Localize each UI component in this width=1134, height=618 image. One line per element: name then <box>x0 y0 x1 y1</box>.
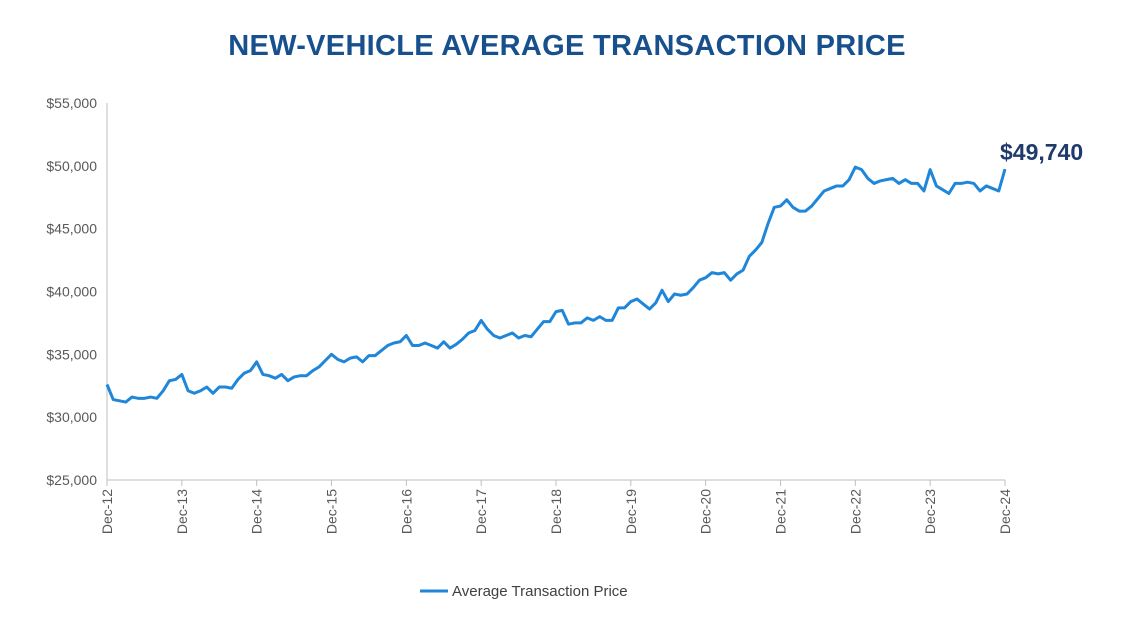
series-layer <box>105 165 1007 404</box>
series-line-average-transaction-price <box>105 165 1007 404</box>
legend: Average Transaction Price <box>420 583 628 600</box>
chart-title: NEW-VEHICLE AVERAGE TRANSACTION PRICE <box>228 30 906 62</box>
x-tick-label: Dec-16 <box>398 489 414 534</box>
x-tick-label: Dec-23 <box>922 489 938 534</box>
x-tick-label: Dec-15 <box>324 489 340 534</box>
y-tick-label: $50,000 <box>46 158 97 174</box>
legend-label: Average Transaction Price <box>452 583 628 600</box>
y-tick-label: $35,000 <box>46 346 97 362</box>
x-tick-label: Dec-14 <box>249 489 265 534</box>
x-tick-label: Dec-19 <box>623 489 639 534</box>
y-tick-label: $45,000 <box>46 221 97 237</box>
x-tick-label: Dec-12 <box>99 489 115 534</box>
x-tick-label: Dec-17 <box>473 489 489 534</box>
x-axis: Dec-12 Dec-13 Dec-14 Dec-15 Dec-16 Dec-17 Dec-… <box>99 479 1013 534</box>
x-tick-label: Dec-22 <box>847 489 863 534</box>
y-tick-label: $55,000 <box>46 95 97 111</box>
x-tick-label: Dec-24 <box>997 489 1013 534</box>
x-tick-label: Dec-13 <box>174 489 190 534</box>
x-tick-label: Dec-18 <box>548 489 564 534</box>
y-tick-label: $25,000 <box>46 472 97 488</box>
x-tick-label: Dec-21 <box>773 489 789 534</box>
y-tick-label: $30,000 <box>46 409 97 425</box>
y-axis: $25,000 $30,000 $35,000 $40,000 $45,000 $50,0… <box>46 95 108 488</box>
last-value-label: $49,740 <box>1000 139 1083 165</box>
x-tick-label: Dec-20 <box>698 489 714 534</box>
y-tick-label: $40,000 <box>46 284 97 300</box>
